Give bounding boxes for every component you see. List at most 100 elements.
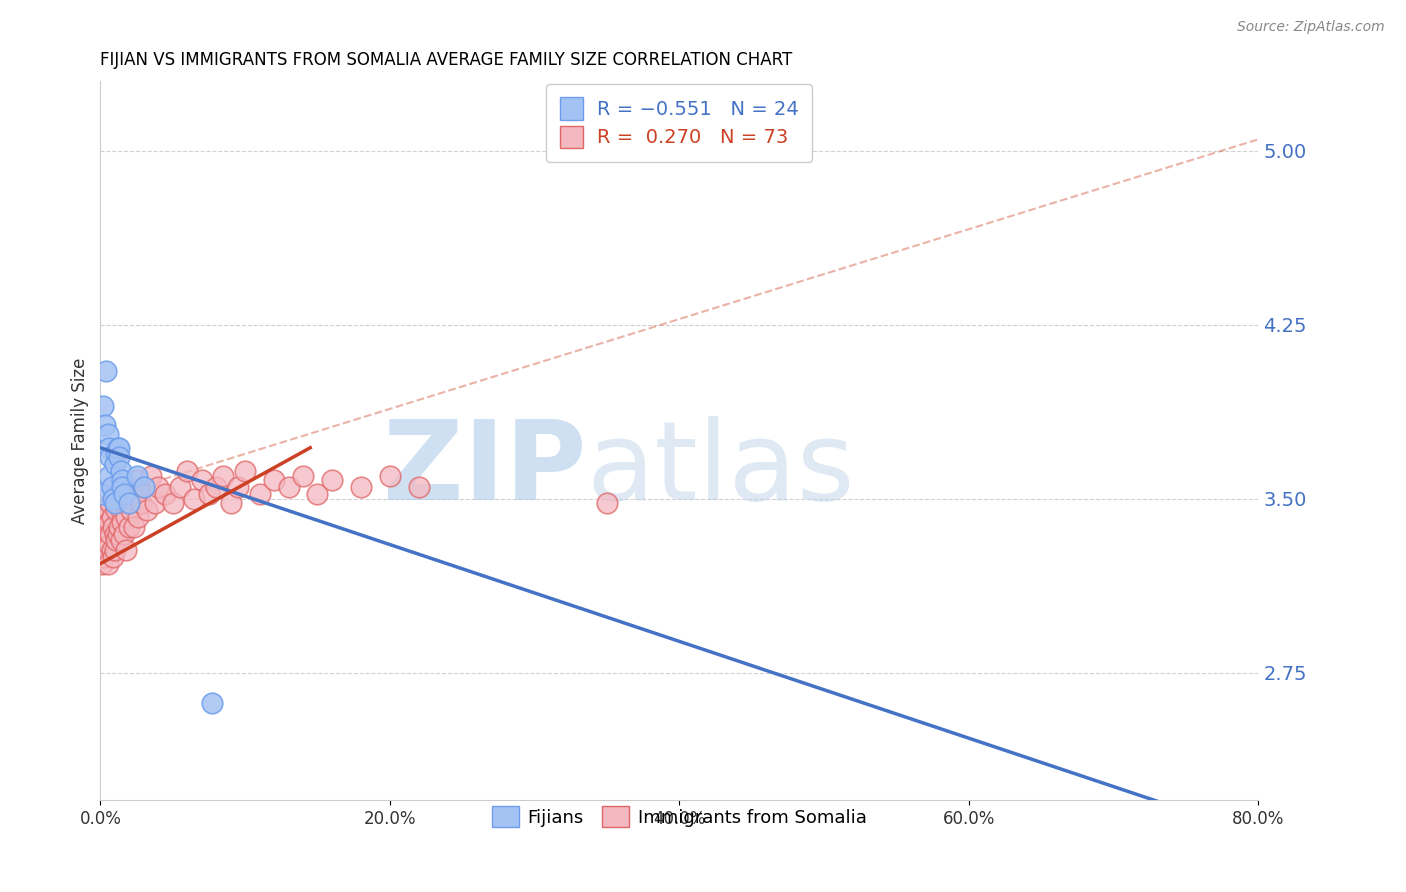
Point	[108, 519, 131, 533]
Point	[114, 487, 136, 501]
Point	[226, 480, 249, 494]
Point	[111, 515, 134, 529]
Point	[101, 542, 124, 557]
Point	[198, 487, 221, 501]
Point	[125, 473, 148, 487]
Point	[263, 473, 285, 487]
Point	[190, 473, 212, 487]
Point	[378, 468, 401, 483]
Point	[212, 468, 235, 483]
Point	[90, 487, 112, 501]
Point	[105, 445, 128, 459]
Point	[91, 526, 114, 541]
Point	[110, 533, 132, 548]
Point	[104, 457, 127, 471]
Point	[233, 464, 256, 478]
Point	[117, 496, 139, 510]
Point	[97, 557, 120, 571]
Text: atlas: atlas	[586, 416, 855, 523]
Point	[103, 491, 125, 506]
Point	[100, 450, 122, 464]
Point	[90, 542, 112, 557]
Point	[249, 487, 271, 501]
Point	[94, 364, 117, 378]
Point	[111, 480, 134, 494]
Point	[103, 519, 125, 533]
Point	[132, 480, 155, 494]
Point	[107, 441, 129, 455]
Point	[101, 480, 124, 494]
Point	[169, 480, 191, 494]
Point	[107, 526, 129, 541]
Point	[155, 487, 177, 501]
Point	[132, 480, 155, 494]
Point	[98, 515, 121, 529]
Point	[596, 496, 619, 510]
Point	[201, 696, 224, 710]
Point	[120, 503, 142, 517]
Point	[111, 473, 134, 487]
Point	[118, 480, 141, 494]
Point	[125, 468, 148, 483]
Point	[277, 480, 299, 494]
Point	[105, 533, 128, 548]
Text: ZIP: ZIP	[384, 416, 586, 523]
Point	[350, 480, 373, 494]
Point	[98, 538, 121, 552]
Point	[122, 519, 145, 533]
Point	[143, 496, 166, 510]
Point	[93, 510, 115, 524]
Point	[104, 487, 127, 501]
Point	[108, 441, 131, 455]
Text: FIJIAN VS IMMIGRANTS FROM SOMALIA AVERAGE FAMILY SIZE CORRELATION CHART: FIJIAN VS IMMIGRANTS FROM SOMALIA AVERAG…	[100, 51, 793, 69]
Point	[135, 503, 157, 517]
Point	[139, 468, 162, 483]
Point	[162, 496, 184, 510]
Point	[91, 549, 114, 564]
Text: Source: ZipAtlas.com: Source: ZipAtlas.com	[1237, 20, 1385, 34]
Point	[108, 450, 131, 464]
Point	[115, 510, 138, 524]
Point	[148, 480, 170, 494]
Legend: Fijians, Immigrants from Somalia: Fijians, Immigrants from Somalia	[485, 799, 875, 834]
Point	[408, 480, 430, 494]
Point	[94, 519, 117, 533]
Point	[90, 557, 112, 571]
Point	[112, 487, 135, 501]
Point	[98, 441, 121, 455]
Point	[129, 496, 152, 510]
Point	[103, 549, 125, 564]
Point	[121, 487, 143, 501]
Point	[94, 542, 117, 557]
Point	[97, 533, 120, 548]
Y-axis label: Average Family Size: Average Family Size	[72, 358, 89, 524]
Point	[91, 399, 114, 413]
Point	[100, 496, 122, 510]
Point	[321, 473, 343, 487]
Point	[110, 503, 132, 517]
Point	[307, 487, 329, 501]
Point	[127, 510, 149, 524]
Point	[97, 426, 120, 441]
Point	[111, 480, 134, 494]
Point	[205, 480, 228, 494]
Point	[98, 468, 121, 483]
Point	[219, 496, 242, 510]
Point	[104, 526, 127, 541]
Point	[115, 542, 138, 557]
Point	[118, 496, 141, 510]
Point	[100, 526, 122, 541]
Point	[107, 496, 129, 510]
Point	[112, 526, 135, 541]
Point	[108, 480, 131, 494]
Point	[93, 538, 115, 552]
Point	[105, 503, 128, 517]
Point	[291, 468, 314, 483]
Point	[176, 464, 198, 478]
Point	[183, 491, 205, 506]
Point	[104, 496, 127, 510]
Point	[110, 464, 132, 478]
Point	[104, 542, 127, 557]
Point	[118, 519, 141, 533]
Point	[97, 503, 120, 517]
